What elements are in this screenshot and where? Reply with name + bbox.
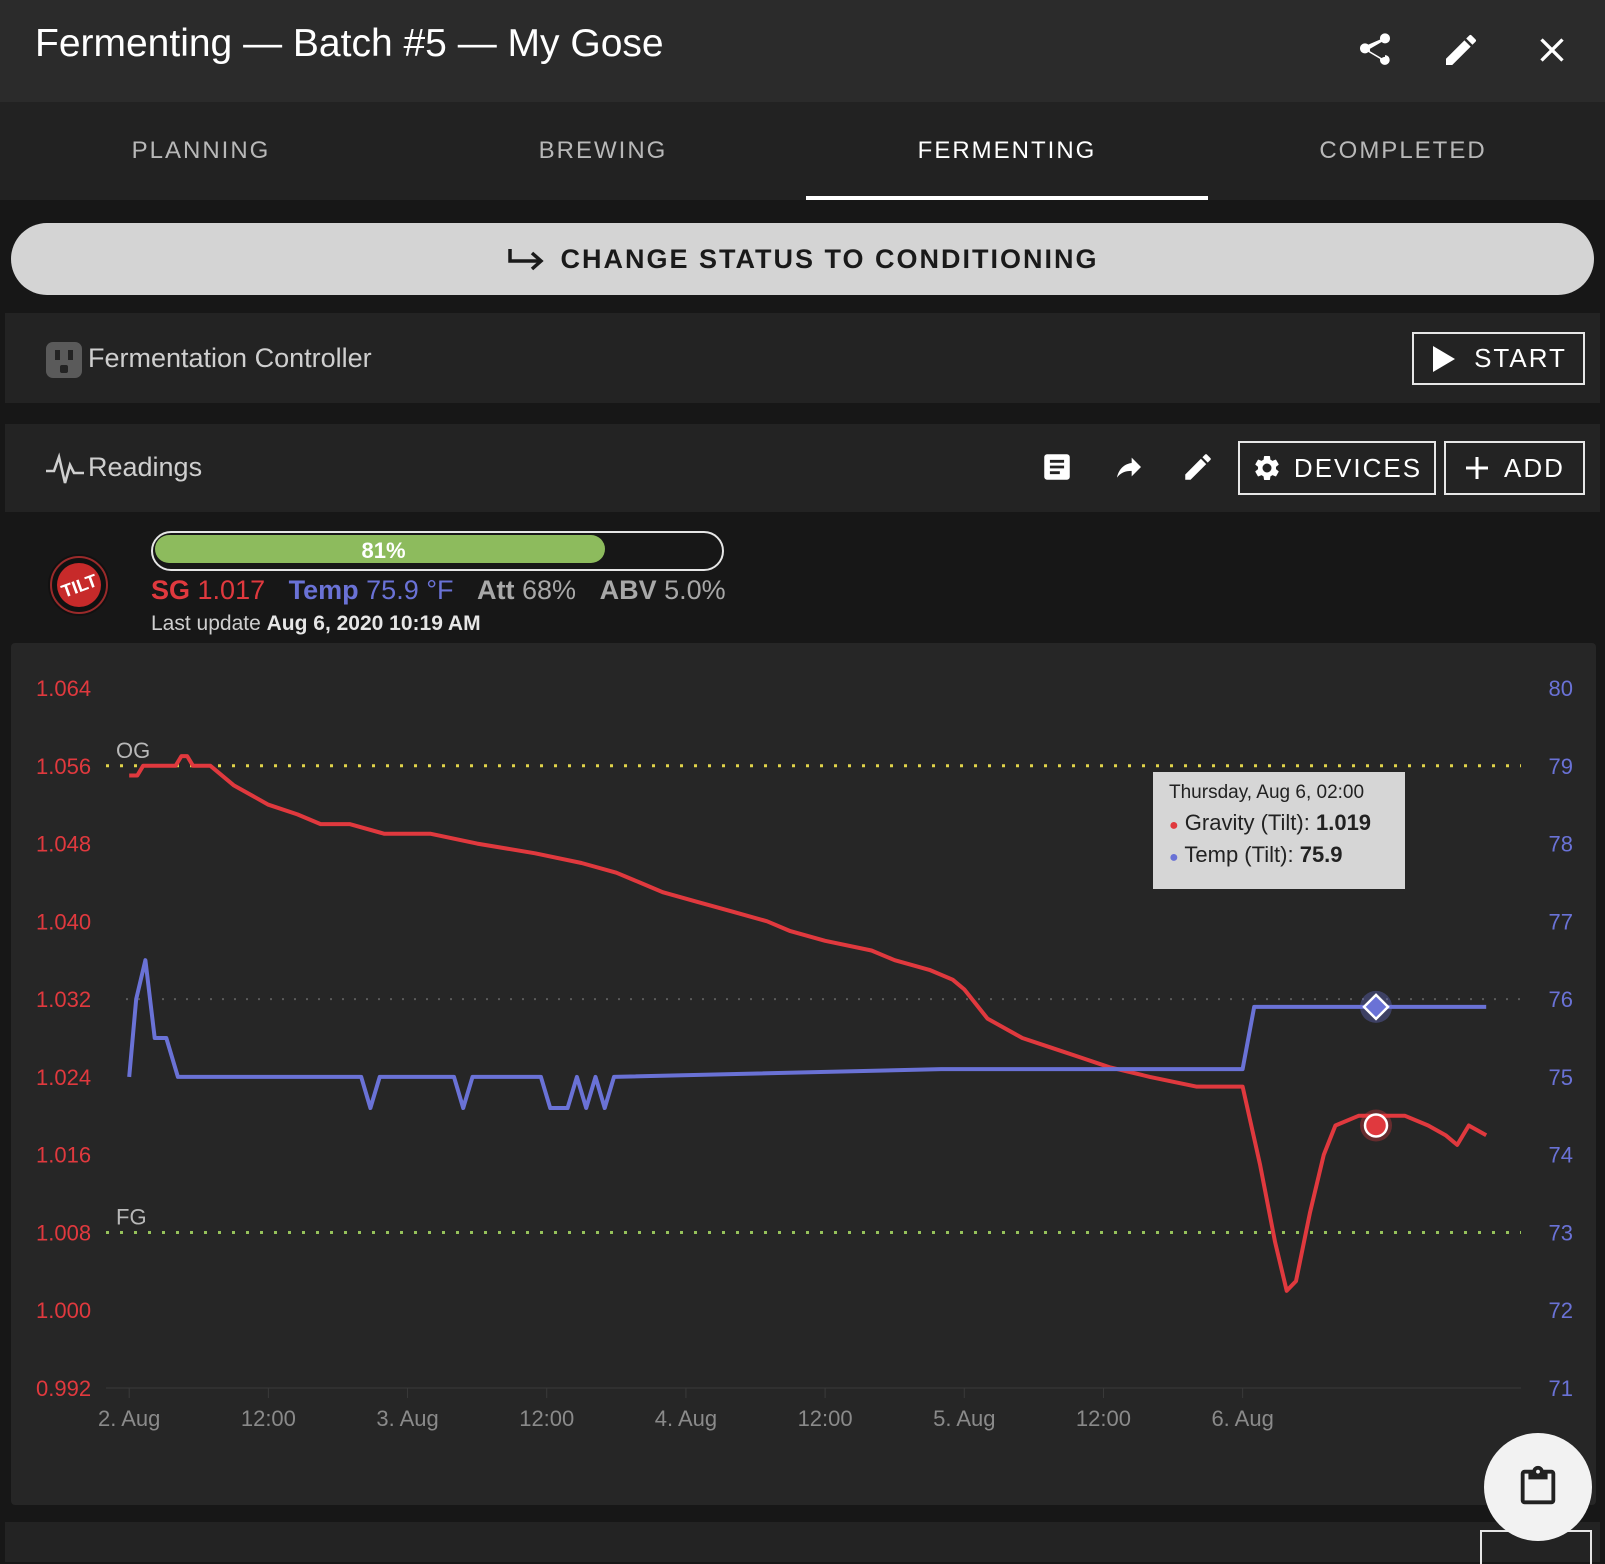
tooltip-gravity: ● Gravity (Tilt): 1.019 — [1169, 810, 1372, 835]
close-icon[interactable] — [1528, 26, 1576, 74]
x-tick-label: 2. Aug — [98, 1406, 160, 1431]
y-right-tick-label: 72 — [1549, 1298, 1573, 1323]
change-status-label: CHANGE STATUS TO CONDITIONING — [560, 243, 1099, 274]
gear-icon — [1255, 455, 1279, 480]
readings-panel — [5, 424, 1600, 512]
title-bar — [0, 0, 1605, 102]
devices-button[interactable]: DEVICES — [1238, 441, 1436, 495]
y-right-tick-label: 78 — [1549, 832, 1573, 857]
att-label: Att — [477, 575, 515, 605]
start-label: START — [1474, 343, 1567, 373]
device-stats: SG 1.017 Temp 75.9 °F Att 68% ABV 5.0% — [151, 575, 726, 606]
page-title: Fermenting — Batch #5 — My Gose — [35, 22, 664, 65]
sg-label: SG — [151, 575, 191, 605]
progress-fill — [155, 535, 605, 563]
y-right-tick-label: 77 — [1549, 909, 1573, 934]
clipboard-icon — [1520, 1465, 1556, 1505]
y-right-tick-label: 76 — [1549, 987, 1573, 1012]
start-button[interactable]: START — [1412, 332, 1585, 385]
y-right-tick-label: 80 — [1549, 676, 1573, 701]
y-left-tick-label: 1.048 — [36, 832, 91, 857]
last-update: Last update Aug 6, 2020 10:19 AM — [151, 612, 481, 636]
tab-planning[interactable]: PLANNING — [131, 137, 271, 164]
abv-value: 5.0% — [664, 575, 726, 605]
y-right-tick-label: 74 — [1549, 1143, 1573, 1168]
controller-panel — [5, 313, 1600, 403]
x-tick-label: 12:00 — [798, 1406, 853, 1431]
temp-value: 75.9 °F — [366, 575, 454, 605]
edit-readings-icon[interactable] — [1181, 450, 1215, 489]
tab-completed[interactable]: COMPLETED — [1319, 137, 1487, 164]
progress-label: 81% — [361, 538, 406, 563]
chart-tooltip: Thursday, Aug 6, 02:00 ● Gravity (Tilt):… — [1153, 772, 1405, 889]
add-label: ADD — [1504, 452, 1565, 483]
clipboard-button[interactable] — [1484, 1433, 1592, 1541]
readings-label: Readings — [88, 452, 203, 482]
x-tick-label: 5. Aug — [933, 1406, 995, 1431]
y-right-tick-label: 79 — [1549, 754, 1573, 779]
controller-label: Fermentation Controller — [88, 343, 372, 373]
tilt-logo: TILT — [47, 553, 111, 622]
sg-value: 1.017 — [197, 575, 266, 605]
y-right-tick-label: 73 — [1549, 1220, 1573, 1245]
tooltip-gravity-label: Gravity (Tilt): — [1184, 810, 1310, 835]
outlet-icon — [45, 341, 83, 384]
tooltip-temp-label: Temp (Tilt): — [1184, 842, 1294, 867]
fg-label: FG — [116, 1204, 147, 1229]
last-update-value: Aug 6, 2020 10:19 AM — [266, 612, 481, 635]
add-reading-button[interactable]: ADD — [1444, 441, 1585, 495]
x-tick-label: 12:00 — [519, 1406, 574, 1431]
gravity-series-line — [129, 754, 1488, 1293]
x-tick-label: 3. Aug — [376, 1406, 438, 1431]
y-left-tick-label: 1.032 — [36, 987, 91, 1012]
y-left-tick-label: 0.992 — [36, 1376, 91, 1401]
edit-icon[interactable] — [1437, 26, 1485, 74]
tab-brewing[interactable]: BREWING — [538, 137, 668, 164]
temp-label: Temp — [288, 575, 359, 605]
x-tick-label: 4. Aug — [655, 1406, 717, 1431]
share-icon[interactable] — [1351, 26, 1399, 74]
next-panel — [5, 1522, 1600, 1562]
y-right-tick-label: 75 — [1549, 1065, 1573, 1090]
y-left-tick-label: 1.016 — [36, 1143, 91, 1168]
active-tab-indicator — [806, 196, 1208, 200]
tooltip-date: Thursday, Aug 6, 02:00 — [1169, 782, 1365, 803]
tooltip-temp: ● Temp (Tilt): 75.9 — [1169, 842, 1343, 867]
y-left-tick-label: 1.000 — [36, 1298, 91, 1323]
plus-icon — [1466, 457, 1489, 479]
y-left-tick-label: 1.040 — [36, 909, 91, 934]
y-right-tick-label: 71 — [1549, 1376, 1573, 1401]
last-update-label: Last update — [151, 612, 261, 635]
y-left-tick-label: 1.064 — [36, 676, 91, 701]
tooltip-gravity-value: 1.019 — [1315, 810, 1372, 835]
devices-label: DEVICES — [1293, 452, 1423, 483]
abv-label: ABV — [599, 575, 657, 605]
y-left-tick-label: 1.056 — [36, 754, 91, 779]
tab-fermenting[interactable]: FERMENTING — [917, 137, 1097, 164]
y-left-tick-label: 1.024 — [36, 1065, 91, 1090]
chart-canvas[interactable]: 1.064 1.056 1.048 1.040 1.032 1.024 1.016 1.008… — [11, 643, 1596, 1505]
arrow-right-icon — [508, 249, 545, 271]
temp-hover-point — [1362, 993, 1390, 1021]
og-label: OG — [116, 738, 150, 763]
list-icon[interactable] — [1040, 450, 1074, 489]
pulse-icon — [44, 451, 86, 492]
gravity-hover-point — [1363, 1113, 1389, 1138]
tooltip-temp-value: 75.9 — [1299, 842, 1343, 867]
x-tick-label: 6. Aug — [1211, 1406, 1273, 1431]
play-icon — [1433, 345, 1456, 372]
y-left-tick-label: 1.008 — [36, 1220, 91, 1245]
x-tick-label: 12:00 — [1076, 1406, 1131, 1431]
change-status-button[interactable]: CHANGE STATUS TO CONDITIONING — [11, 223, 1594, 295]
progress-bar — [151, 531, 724, 571]
temp-series-line — [127, 958, 1487, 1110]
att-value: 68% — [522, 575, 577, 605]
status-tabs: PLANNING BREWING FERMENTING COMPLETED — [0, 102, 1605, 200]
forward-icon[interactable] — [1111, 451, 1147, 488]
x-tick-label: 12:00 — [241, 1406, 296, 1431]
